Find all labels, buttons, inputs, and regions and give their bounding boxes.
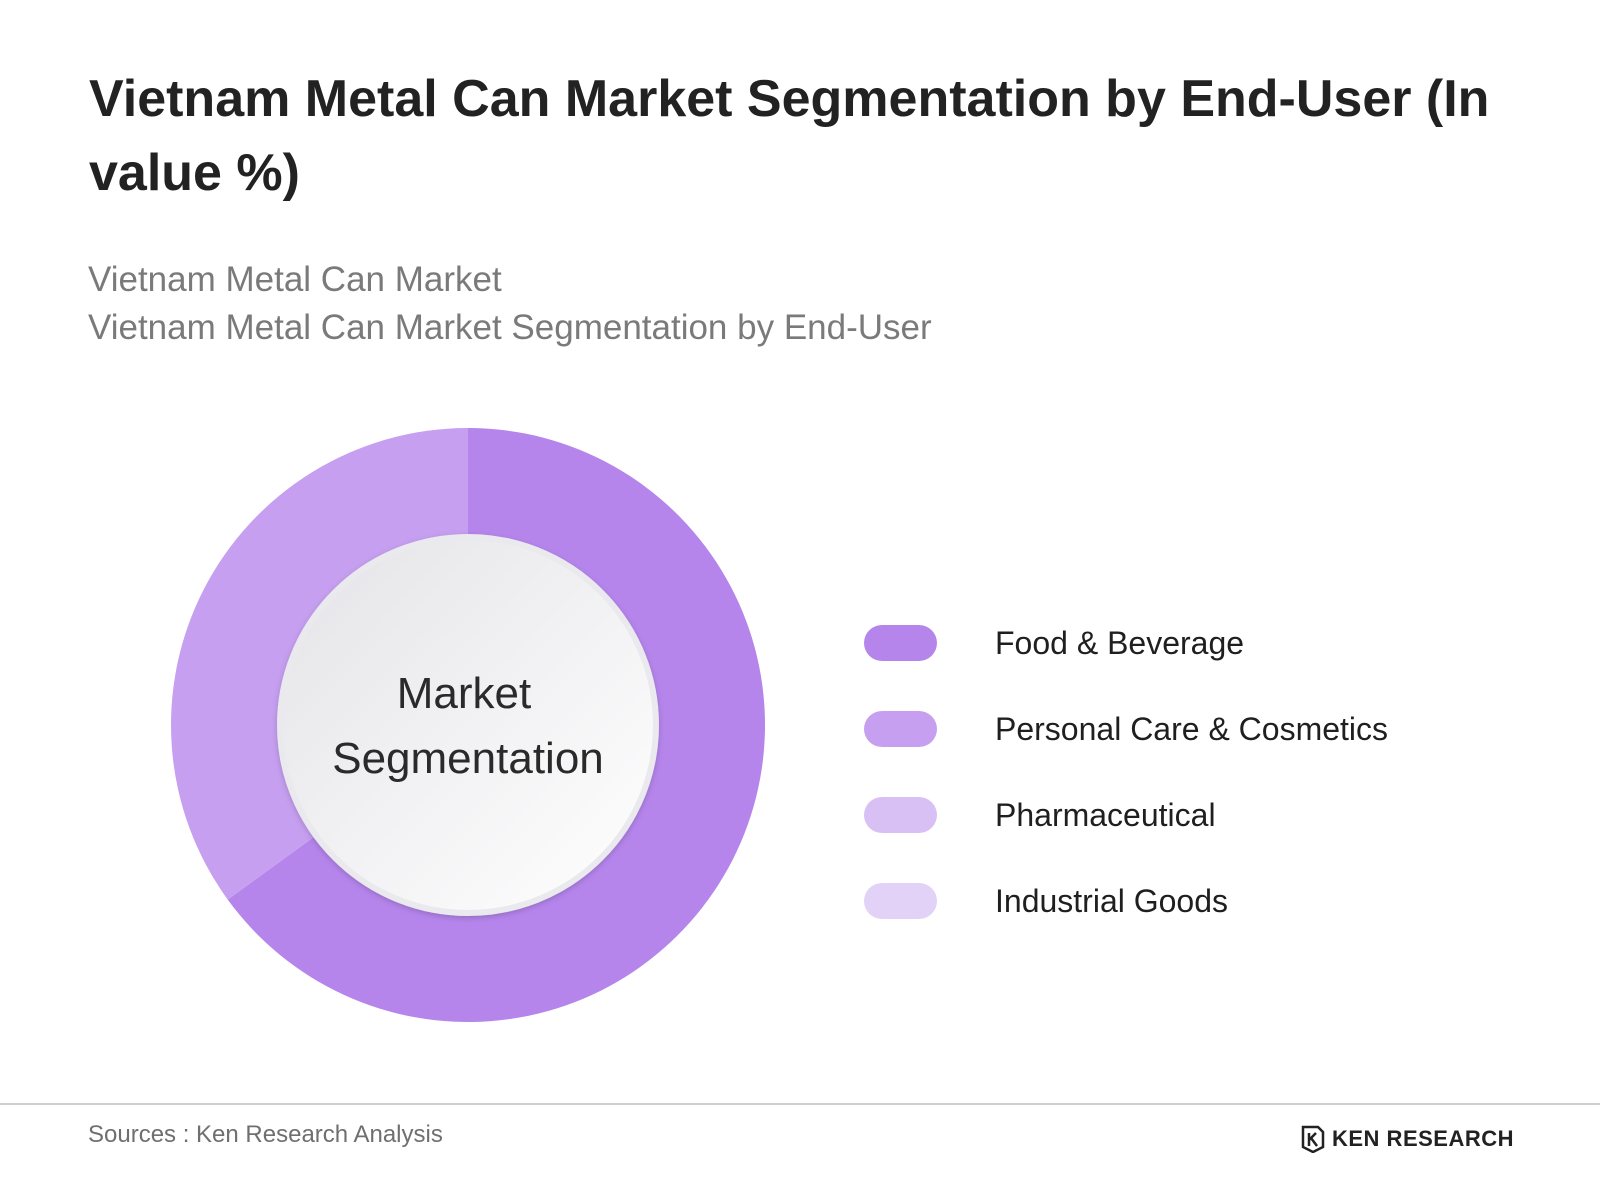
ken-research-logo-text: KEN RESEARCH (1332, 1126, 1515, 1151)
donut-chart: Market Segmentation (171, 428, 766, 1022)
donut-slice-personal-care-cosmetics (171, 428, 468, 900)
donut-center-disc (277, 534, 659, 916)
legend-label: Industrial Goods (995, 882, 1229, 919)
subtitle-segmentation: Vietnam Metal Can Market Segmentation by… (88, 308, 932, 347)
legend-item-personal-care: Personal Care & Cosmetics (864, 686, 1388, 772)
source-note: Sources : Ken Research Analysis (88, 1121, 443, 1148)
legend-swatch (864, 625, 937, 661)
chart-legend: Food & Beverage Personal Care & Cosmetic… (864, 600, 1388, 944)
legend-swatch (864, 711, 937, 747)
legend-label: Personal Care & Cosmetics (995, 710, 1389, 747)
footer-divider (0, 1103, 1600, 1105)
legend-label: Food & Beverage (995, 624, 1245, 661)
legend-swatch (864, 797, 937, 833)
legend-label: Pharmaceutical (995, 796, 1216, 833)
ken-research-logo: KEN RESEARCH (1300, 1124, 1514, 1154)
donut-center-label-line-1: Market (397, 669, 531, 718)
legend-item-food-beverage: Food & Beverage (864, 600, 1388, 686)
chart-title: Vietnam Metal Can Market Segmentation by… (89, 70, 1490, 202)
donut-center-label-line-2: Segmentation (332, 734, 604, 783)
ken-research-logo-icon (1301, 1125, 1325, 1153)
donut-slice-food-beverage (227, 428, 766, 1022)
legend-item-industrial-goods: Industrial Goods (864, 858, 1388, 944)
donut-slices (171, 428, 766, 1022)
subtitle-market: Vietnam Metal Can Market (88, 260, 502, 299)
legend-swatch (864, 883, 937, 919)
legend-item-pharmaceutical: Pharmaceutical (864, 772, 1388, 858)
subtitle-block: Vietnam Metal Can Market Vietnam Metal C… (88, 256, 932, 352)
